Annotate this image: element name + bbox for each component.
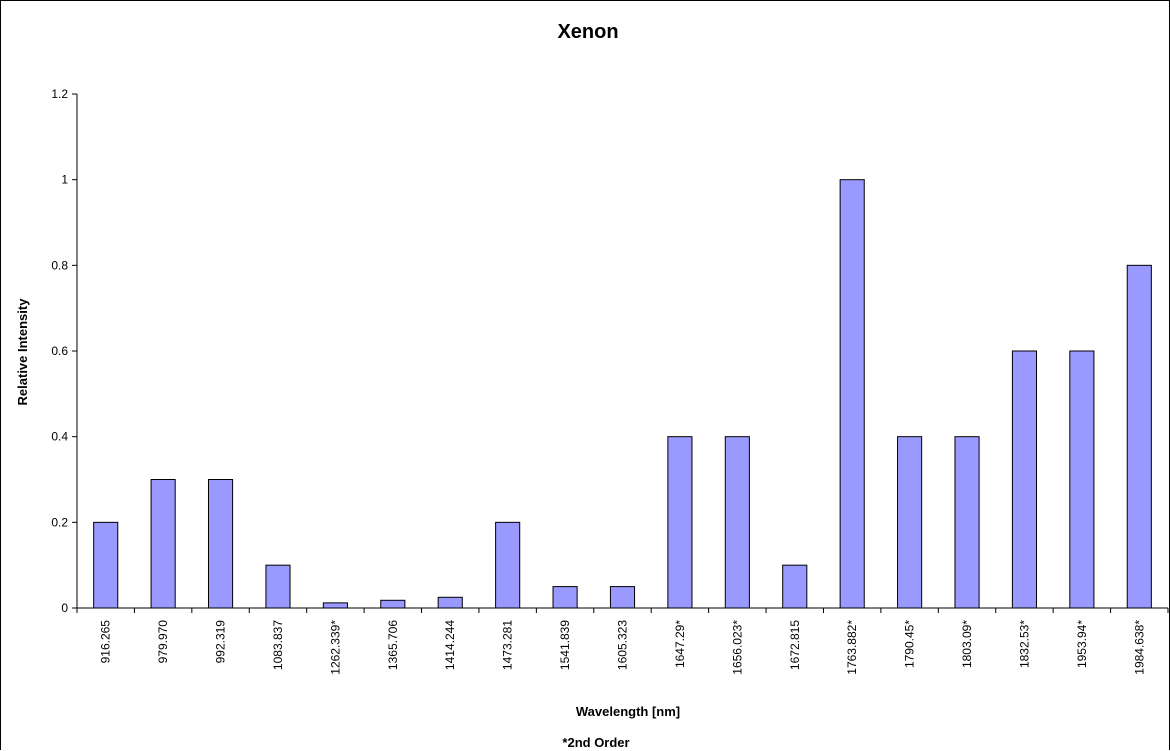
bar-3	[265, 564, 291, 609]
x-tick-label-8: 1541.839	[558, 620, 572, 670]
x-tick-label-9: 1605.323	[616, 620, 630, 670]
x-tick-label-2: 992.319	[214, 620, 228, 664]
y-tick-label-1: 0.2	[51, 515, 68, 529]
y-tick-label-6: 1.2	[51, 87, 68, 101]
bar-6	[437, 596, 463, 609]
bar-14	[897, 436, 923, 609]
x-tick-label-3: 1083.837	[271, 620, 285, 670]
x-tick-label-12: 1672.815	[788, 620, 802, 670]
x-tick-label-0: 916.265	[99, 620, 113, 664]
chart-title: Xenon	[557, 21, 618, 43]
bar-8	[552, 586, 578, 609]
x-tick-label-7: 1473.281	[501, 620, 515, 670]
x-tick-label-15: 1803.09*	[960, 620, 974, 668]
y-tick-label-0: 0	[61, 601, 68, 615]
y-tick-label-5: 1	[61, 173, 68, 187]
y-tick-label-3: 0.6	[51, 344, 68, 358]
bar-7	[495, 521, 521, 609]
y-tick-label-2: 0.4	[51, 430, 68, 444]
bar-5	[380, 599, 406, 609]
x-tick-label-6: 1414.244	[443, 620, 457, 670]
bar-12	[782, 564, 808, 609]
bar-10	[667, 436, 693, 609]
bar-17	[1069, 350, 1095, 609]
x-tick-label-14: 1790.45*	[903, 620, 917, 668]
footnote-second-order: *2nd Order	[562, 735, 629, 750]
bar-9	[609, 586, 636, 609]
y-tick-label-4: 0.8	[51, 258, 68, 272]
bar-1	[150, 479, 176, 609]
bar-15	[954, 436, 980, 609]
x-tick-label-16: 1832.53*	[1017, 620, 1031, 668]
x-tick-label-5: 1365.706	[386, 620, 400, 670]
bar-4	[322, 602, 348, 609]
x-tick-label-1: 979.970	[156, 620, 170, 664]
x-tick-label-10: 1647.29*	[673, 620, 687, 668]
bar-2	[207, 479, 234, 609]
bars-group	[93, 179, 1152, 609]
x-tick-label-13: 1763.882*	[845, 620, 859, 675]
bar-18	[1126, 264, 1152, 609]
x-tick-label-17: 1953.94*	[1075, 620, 1089, 668]
y-axis-title: Relative Intensity	[15, 298, 30, 406]
x-tick-label-11: 1656.023*	[730, 620, 744, 675]
bar-11	[724, 436, 750, 609]
bar-0	[93, 521, 119, 609]
bar-13	[839, 179, 865, 609]
bar-16	[1011, 350, 1038, 609]
x-tick-label-4: 1262.339*	[328, 620, 342, 675]
axes-group: 0 0.2 0.4 0.6 0.8 1 1.2 916.265 979.970 992.319 10…	[51, 87, 1169, 675]
x-axis-title: Wavelength [nm]	[576, 704, 680, 719]
x-tick-label-18: 1984.638*	[1132, 620, 1146, 675]
